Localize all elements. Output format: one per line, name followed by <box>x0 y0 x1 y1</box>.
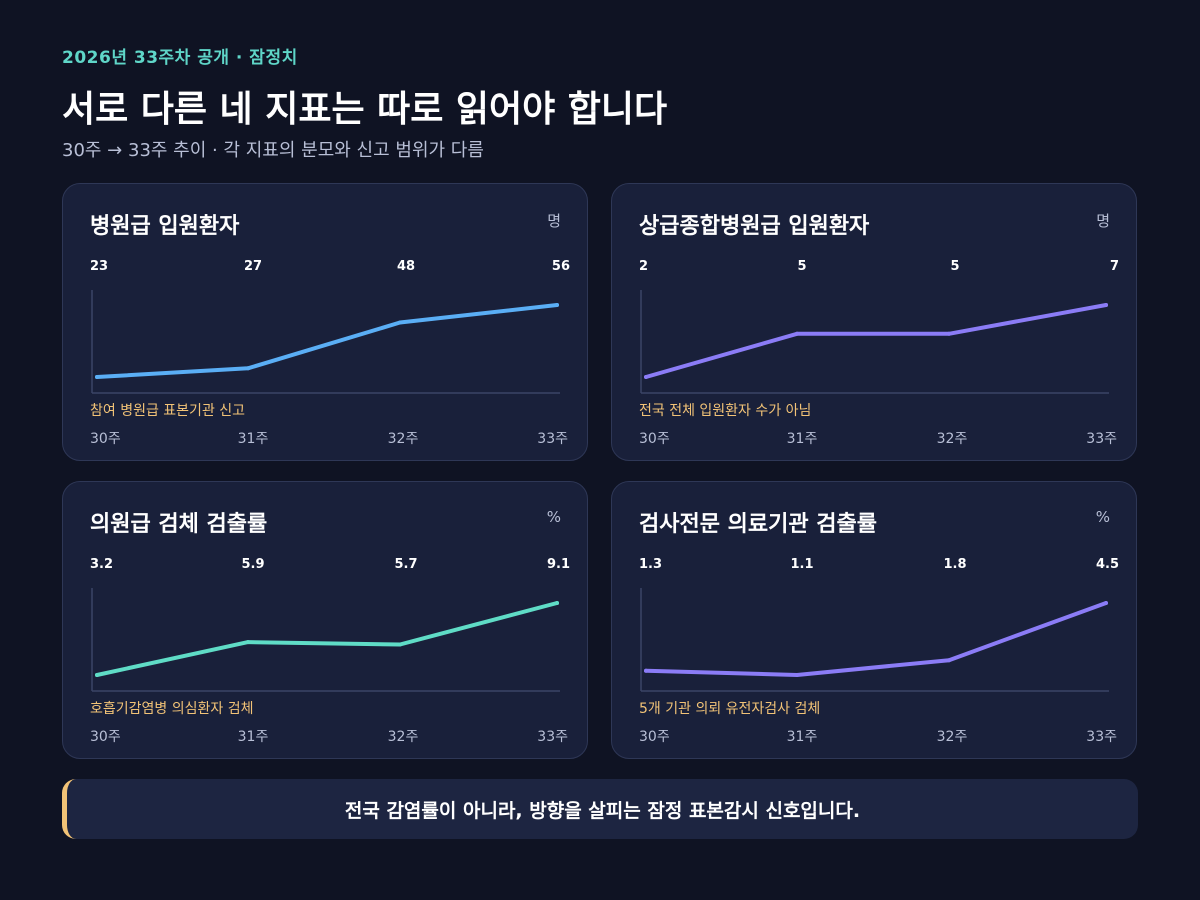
x-tick-label: 31주 <box>238 729 269 745</box>
data-label: 4.5 <box>1096 557 1119 572</box>
data-point <box>555 601 559 605</box>
chart-svg: 2 5 5 7 30주 31주 32주 33주 <box>639 259 1119 447</box>
x-tick-label: 30주 <box>90 729 121 745</box>
x-tick-label: 32주 <box>937 729 968 745</box>
chart-unit: % <box>546 508 561 526</box>
chart-unit: 명 <box>1096 212 1110 230</box>
chart-title: 의원급 검체 검출률 <box>90 512 268 537</box>
data-label: 1.3 <box>639 557 662 572</box>
x-tick-label: 30주 <box>90 431 121 447</box>
x-tick-label: 30주 <box>639 431 670 447</box>
data-label: 9.1 <box>547 557 570 572</box>
series-line <box>644 303 1108 379</box>
chart-svg: 23 27 48 56 30주 31주 32주 33주 <box>90 259 570 447</box>
x-tick-label: 33주 <box>537 431 568 447</box>
chart-svg: 1.3 1.1 1.8 4.5 30주 31주 32주 33주 <box>639 557 1119 745</box>
footer-banner: 전국 감염률이 아니라, 방향을 살피는 잠정 표본감시 신호입니다. <box>62 779 1138 839</box>
chart-svg: 3.2 5.9 5.7 9.1 30주 31주 32주 33주 <box>90 557 570 745</box>
data-point <box>795 331 799 336</box>
footer-message: 전국 감염률이 아니라, 방향을 살피는 잠정 표본감시 신호입니다. <box>344 799 861 822</box>
data-point <box>1104 601 1108 605</box>
page-subtitle: 30주 → 33주 추이 · 각 지표의 분모와 신고 범위가 다름 <box>62 140 484 161</box>
chart-card-clinic-detection-rate: 의원급 검체 검출률 % 3.2 5.9 5.7 9.1 30주 31주 32주 33주 호흡… <box>62 481 588 759</box>
data-point <box>95 673 99 677</box>
data-label: 1.8 <box>943 557 966 572</box>
data-label: 48 <box>397 259 415 274</box>
x-tick-label: 30주 <box>639 729 670 745</box>
series-line <box>644 601 1108 677</box>
x-tick-label: 32주 <box>937 431 968 447</box>
data-point <box>644 375 648 379</box>
data-point <box>795 673 799 677</box>
data-label: 1.1 <box>790 557 813 572</box>
data-point <box>95 375 99 379</box>
x-tick-label: 31주 <box>787 431 818 447</box>
data-label: 7 <box>1110 259 1119 274</box>
data-point <box>398 320 402 325</box>
data-point <box>644 668 648 673</box>
data-label: 5.7 <box>394 557 417 572</box>
data-label: 3.2 <box>90 557 113 572</box>
eyebrow-label: 2026년 33주차 공개 · 잠정치 <box>62 48 298 68</box>
data-point <box>947 331 951 336</box>
chart-title: 병원급 입원환자 <box>90 214 240 239</box>
chart-unit: % <box>1095 508 1110 526</box>
data-label: 5 <box>950 259 959 274</box>
data-label: 5.9 <box>241 557 264 572</box>
x-tick-label: 33주 <box>1086 729 1117 745</box>
data-point <box>398 642 402 647</box>
data-point <box>947 658 951 663</box>
series-line <box>95 303 559 379</box>
chart-unit: 명 <box>547 212 561 230</box>
chart-title: 상급종합병원급 입원환자 <box>639 214 870 239</box>
data-label: 2 <box>639 259 648 274</box>
data-label: 56 <box>552 259 570 274</box>
chart-title: 검사전문 의료기관 검출률 <box>639 512 877 537</box>
page-title: 서로 다른 네 지표는 따로 읽어야 합니다 <box>62 89 668 130</box>
x-tick-label: 33주 <box>537 729 568 745</box>
data-label: 23 <box>90 259 108 274</box>
chart-card-hospital-inpatients: 병원급 입원환자 명 23 27 48 56 30주 31주 32주 33주 참여 병원급 표… <box>62 183 588 461</box>
data-label: 27 <box>244 259 262 274</box>
x-tick-label: 32주 <box>388 431 419 447</box>
x-tick-label: 32주 <box>388 729 419 745</box>
data-point <box>246 640 250 645</box>
x-tick-label: 31주 <box>238 431 269 447</box>
data-label: 5 <box>797 259 806 274</box>
data-point <box>555 303 559 307</box>
data-point <box>1104 303 1108 307</box>
x-tick-label: 31주 <box>787 729 818 745</box>
chart-card-tertiary-inpatients: 상급종합병원급 입원환자 명 2 5 5 7 30주 31주 32주 33주 전국 전체 입원… <box>611 183 1137 461</box>
chart-note: 5개 기관 의뢰 유전자검사 검체 <box>639 701 821 717</box>
series-line <box>95 601 559 677</box>
data-point <box>246 366 250 371</box>
chart-card-lab-detection-rate: 검사전문 의료기관 검출률 % 1.3 1.1 1.8 4.5 30주 31주 32주 33주… <box>611 481 1137 759</box>
chart-note: 참여 병원급 표본기관 신고 <box>90 403 246 419</box>
chart-note: 호흡기감염병 의심환자 검체 <box>90 701 254 717</box>
x-tick-label: 33주 <box>1086 431 1117 447</box>
chart-note: 전국 전체 입원환자 수가 아님 <box>639 403 812 419</box>
